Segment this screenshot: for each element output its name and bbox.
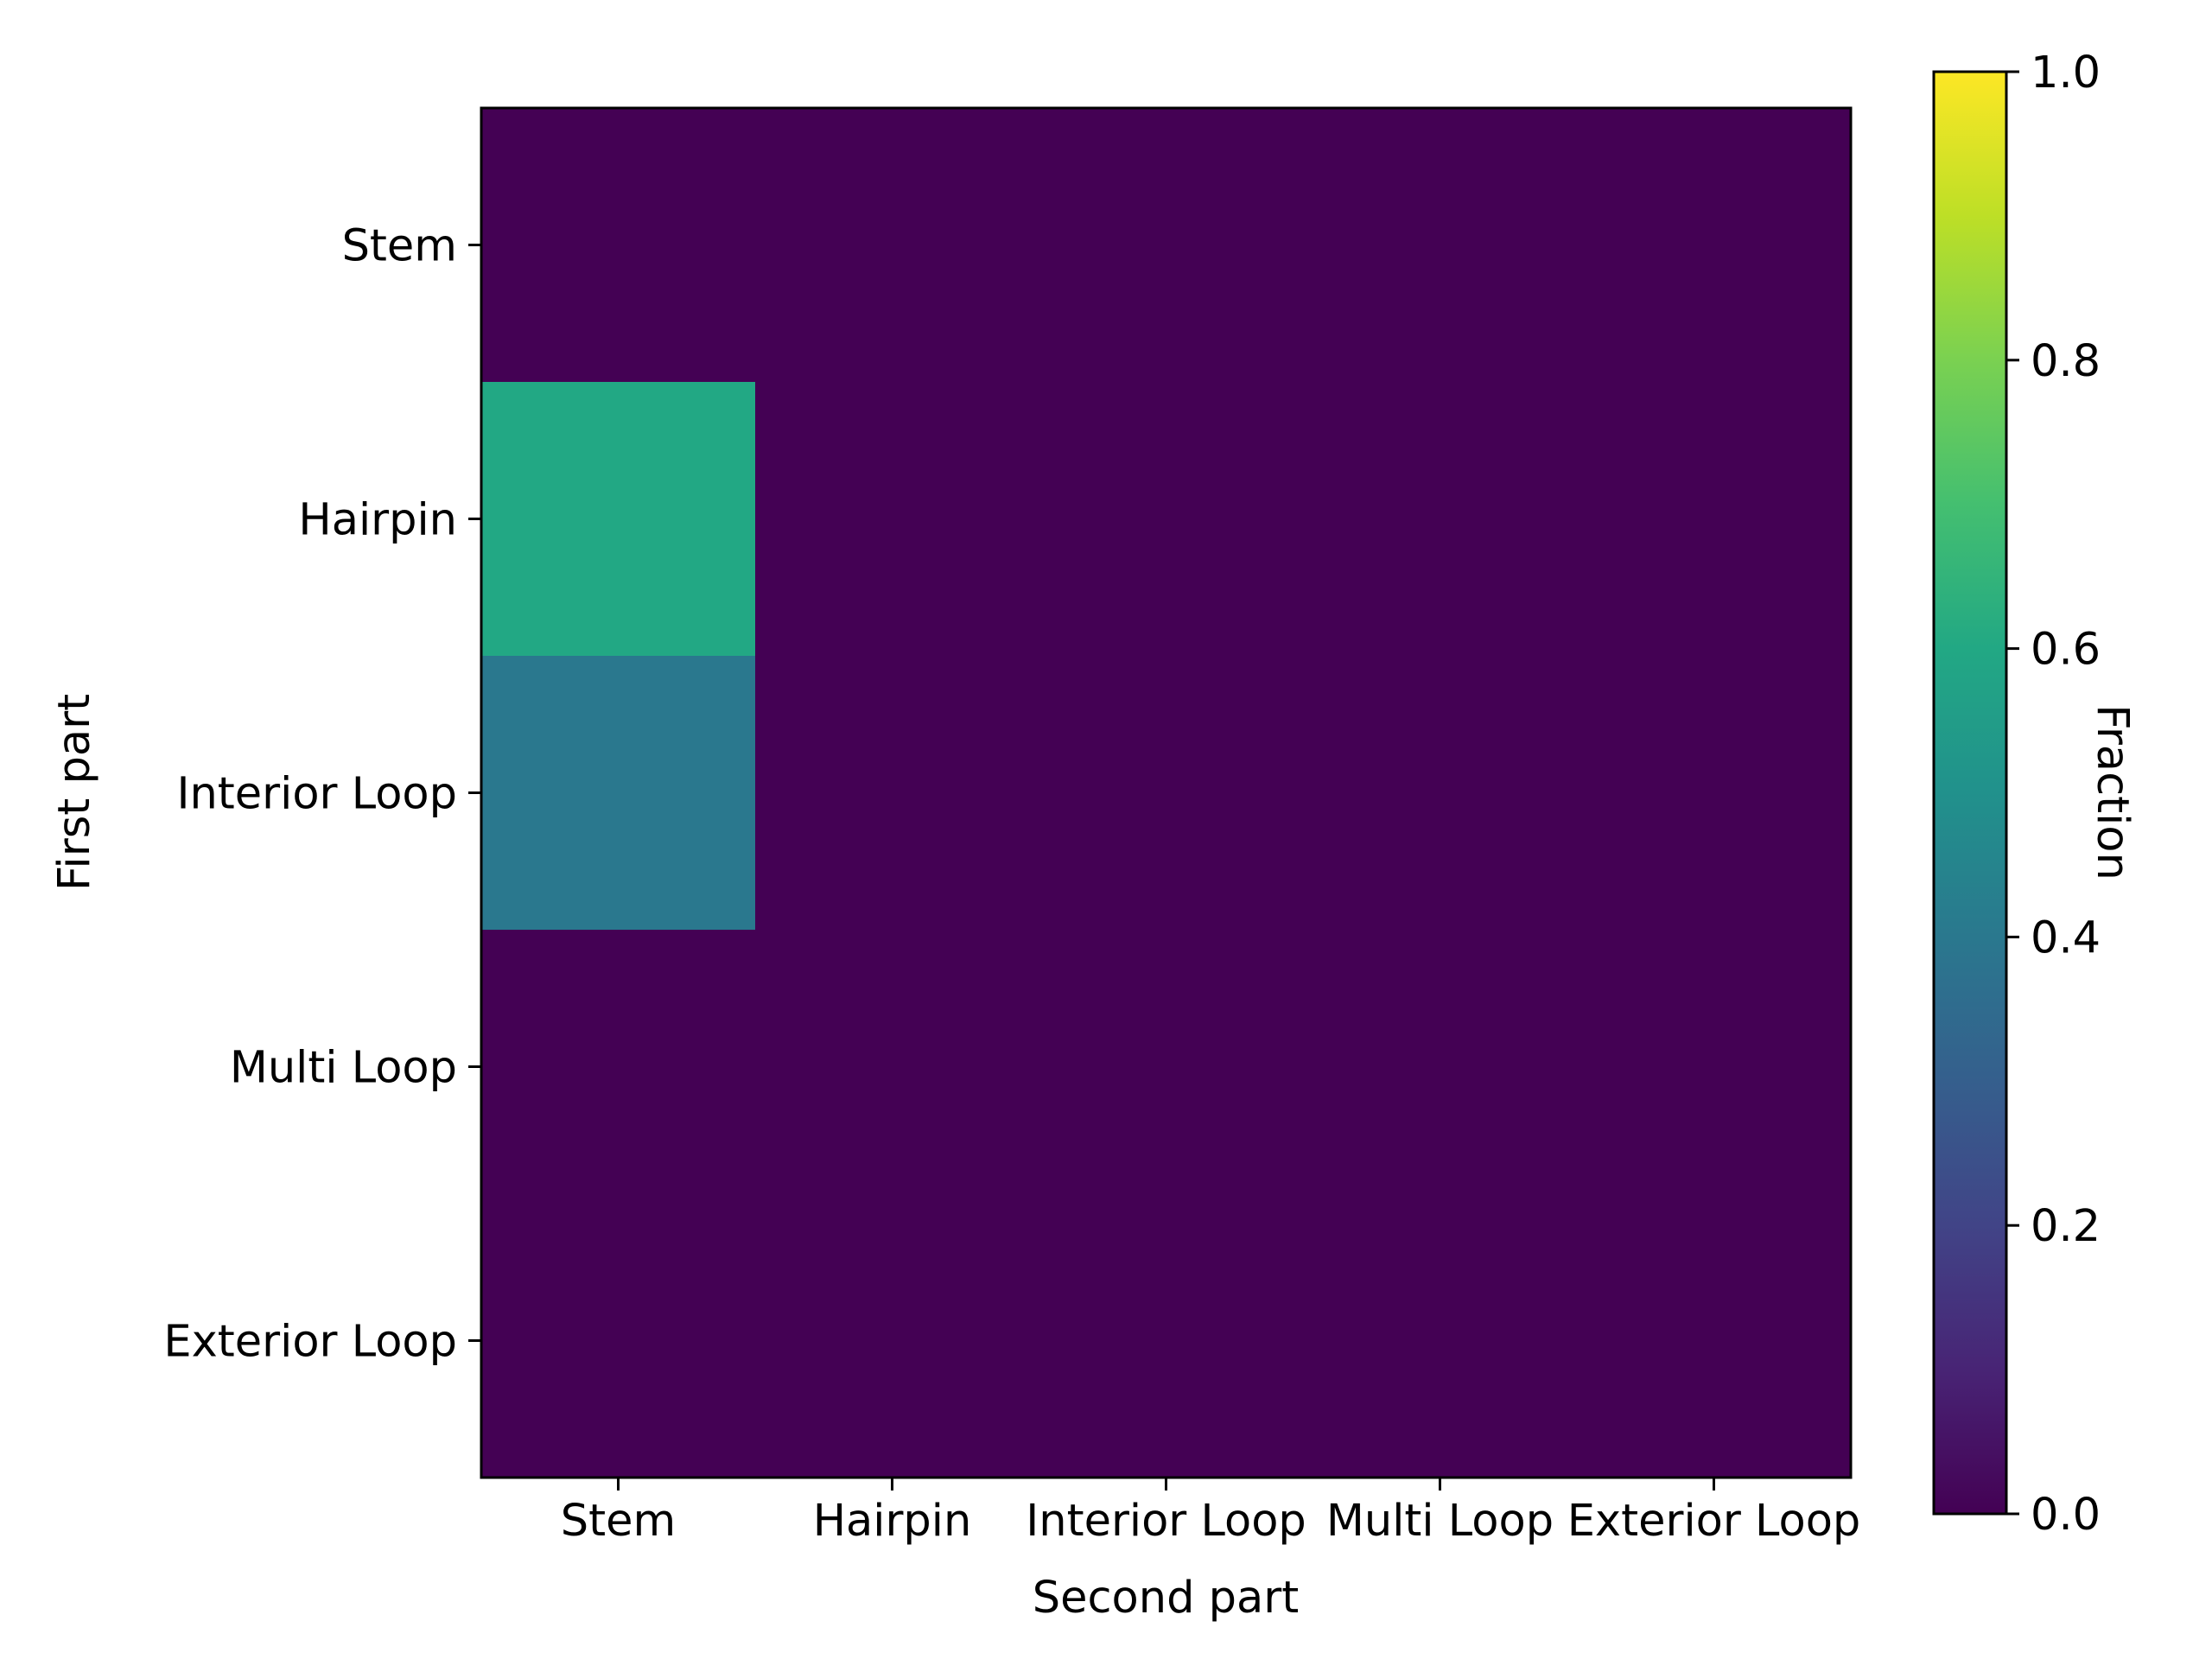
heatmap-cell bbox=[481, 930, 756, 1205]
colorbar bbox=[1932, 70, 2008, 1516]
colorbar-tick-label: 0.2 bbox=[2031, 1201, 2101, 1252]
x-tick-label: Exterior Loop bbox=[1567, 1496, 1861, 1547]
heatmap-cell bbox=[1303, 930, 1578, 1205]
y-tick-label: Interior Loop bbox=[176, 769, 457, 820]
heatmap-cell bbox=[1303, 656, 1578, 931]
heatmap-cell bbox=[755, 108, 1030, 383]
colorbar-tick-label: 0.6 bbox=[2031, 625, 2101, 676]
x-axis-label: Second part bbox=[1033, 1573, 1300, 1624]
heatmap-cell bbox=[1303, 108, 1578, 383]
heatmap-cell bbox=[481, 382, 756, 657]
x-tick-label: Multi Loop bbox=[1326, 1496, 1554, 1547]
heatmap-cell bbox=[1029, 382, 1304, 657]
heatmap-cell bbox=[1029, 108, 1304, 383]
x-tick-label: Stem bbox=[561, 1496, 676, 1547]
x-tick-label: Interior Loop bbox=[1026, 1496, 1306, 1547]
y-axis-ticks: Stem Hairpin Interior Loop Multi Loop Exteri… bbox=[163, 221, 481, 1368]
colorbar-ticks: 0.0 0.2 0.4 0.6 0.8 1.0 bbox=[2006, 48, 2101, 1541]
heatmap-cell bbox=[1577, 382, 1852, 657]
heatmap-cell bbox=[755, 930, 1030, 1205]
heatmap-cell bbox=[481, 108, 756, 383]
colorbar-label: Fraction bbox=[2087, 704, 2138, 880]
y-tick-label: Hairpin bbox=[298, 495, 457, 546]
heatmap-cell bbox=[755, 1204, 1030, 1478]
heatmap-cells bbox=[481, 108, 1852, 1478]
heatmap-cell bbox=[1303, 382, 1578, 657]
x-tick-label: Hairpin bbox=[813, 1496, 972, 1547]
heatmap-cell bbox=[1303, 1204, 1578, 1478]
y-axis-label: First part bbox=[49, 694, 100, 891]
heatmap-cell bbox=[481, 1204, 756, 1478]
heatmap-cell bbox=[1577, 656, 1852, 931]
heatmap-cell bbox=[755, 656, 1030, 931]
colorbar-tick-label: 0.4 bbox=[2031, 912, 2101, 963]
y-tick-label: Stem bbox=[342, 221, 457, 272]
heatmap-cell bbox=[1029, 930, 1304, 1205]
heatmap-cell bbox=[1029, 656, 1304, 931]
x-axis-ticks: Stem Hairpin Interior Loop Multi Loop Exteri… bbox=[561, 1478, 1861, 1547]
y-tick-label: Multi Loop bbox=[230, 1043, 457, 1094]
heatmap-cell bbox=[481, 656, 756, 931]
heatmap-cell bbox=[755, 382, 1030, 657]
heatmap-cell bbox=[1029, 1204, 1304, 1478]
heatmap-cell bbox=[1577, 930, 1852, 1205]
colorbar-tick-label: 0.0 bbox=[2031, 1490, 2101, 1541]
colorbar-tick-label: 0.8 bbox=[2031, 336, 2101, 387]
heatmap-cell bbox=[1577, 1204, 1852, 1478]
y-tick-label: Exterior Loop bbox=[163, 1317, 457, 1368]
colorbar-tick-label: 1.0 bbox=[2031, 48, 2101, 99]
heatmap-cell bbox=[1577, 108, 1852, 383]
